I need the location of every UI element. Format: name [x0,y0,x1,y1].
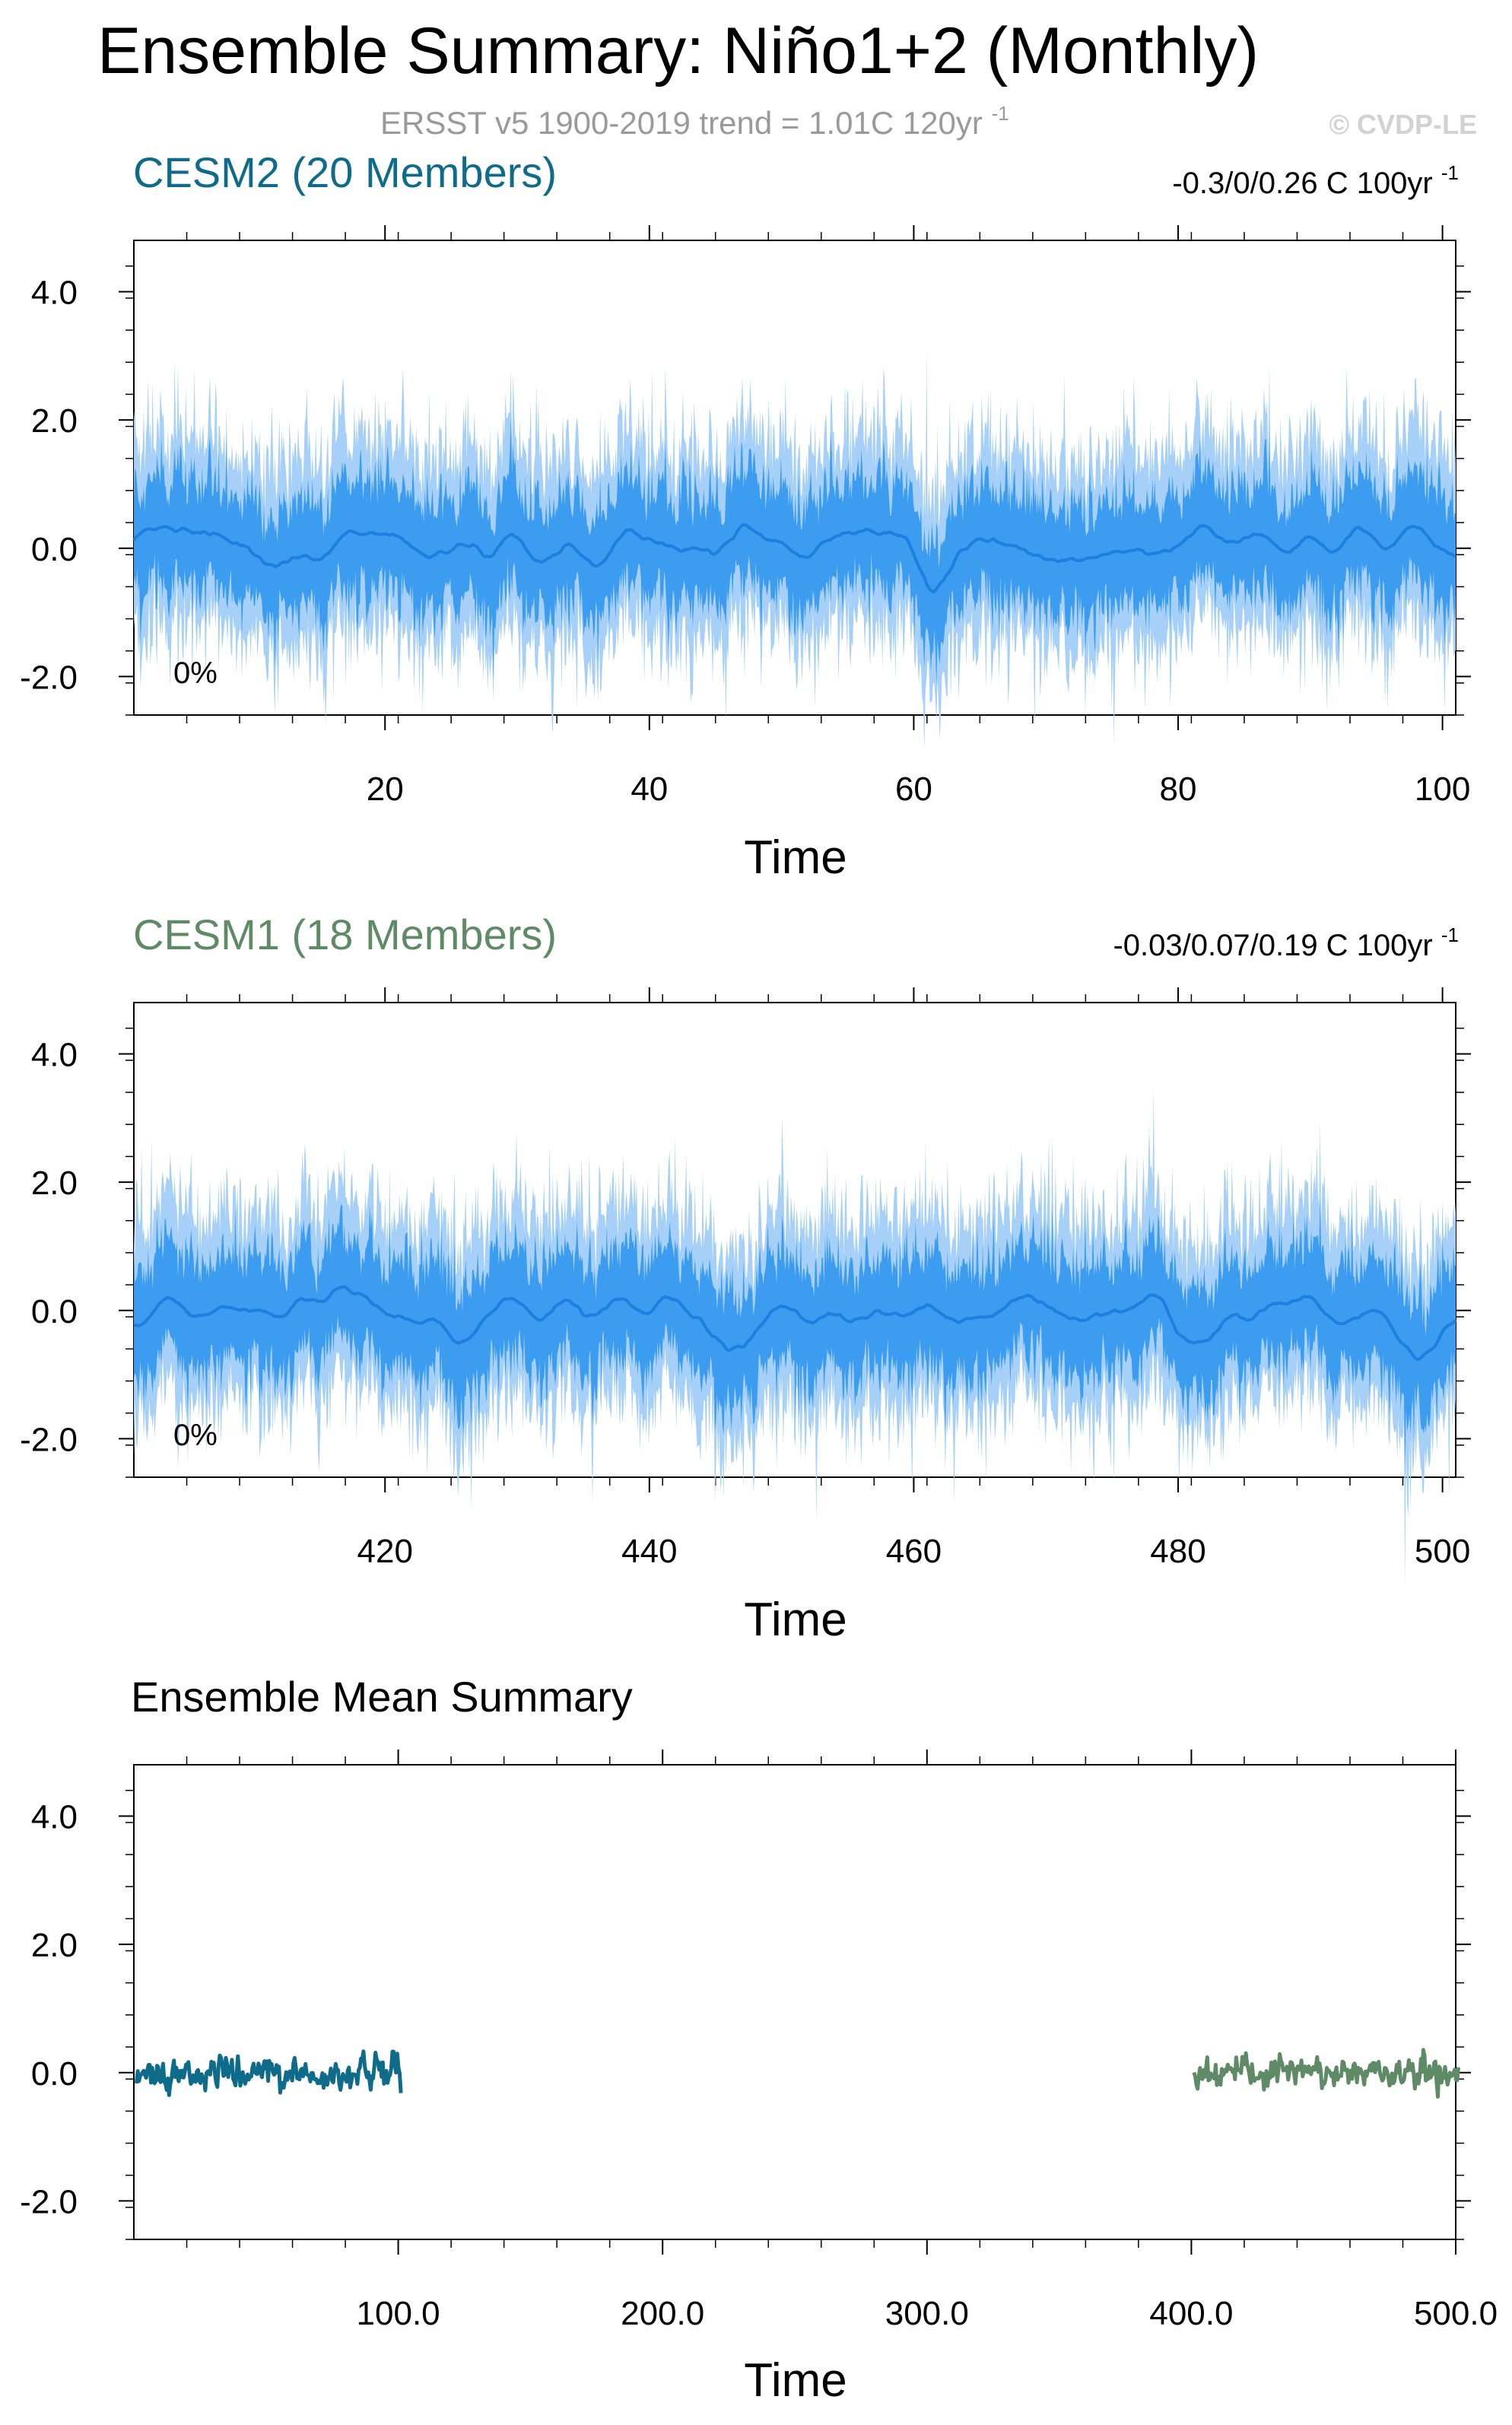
panel1-xtick-label: 40 [631,771,668,808]
panel1-plot: 4.0 2.0 0.0 -2.0 20 40 60 80 100 [20,225,1471,808]
panel2-xtick-label: 500 [1415,1533,1470,1570]
panel1-xtick-label: 80 [1160,771,1197,808]
panel3-axis-frame [133,1764,1456,2240]
panel1-trend: -0.3/0/0.26 C 100yr -1 [1172,161,1459,200]
panel3-series-line-cesm2 [135,2049,403,2097]
panel2-percent: 0% [173,1419,218,1452]
panel2-ytick-label: 2.0 [31,1165,78,1202]
panel3-ytick-label: -2.0 [20,2183,78,2220]
panel1-percent: 0% [173,656,218,690]
panel3-ytick-label: 2.0 [31,1927,78,1964]
panel1-title: CESM2 (20 Members) [133,148,557,196]
panel1-ytick-label: -2.0 [20,659,78,696]
figure-subtitle-superscript: -1 [992,102,1009,125]
panel1-ytick-label: 0.0 [31,531,78,568]
panel3-ytick-label: 0.0 [31,2055,78,2093]
panel1-xtick-label: 100 [1415,771,1470,808]
watermark: © CVDP-LE [1329,109,1477,140]
panel2-ytick-label: 0.0 [31,1293,78,1330]
panel3-series-line-cesm1 [1192,2048,1460,2099]
panel2-trend-main: -0.03/0.07/0.19 C 100yr [1113,929,1432,962]
panel2-xlabel: Time [744,1594,847,1646]
panel2-trend-sup: -1 [1441,923,1459,946]
panel3-xtick-label: 400.0 [1149,2295,1233,2332]
panel1-xtick-label: 20 [367,771,404,808]
panel3-xlabel: Time [744,2354,847,2407]
panel3-ytick-label: 4.0 [31,1798,78,1835]
panel1-trend-main: -0.3/0/0.26 C 100yr [1172,167,1432,200]
panel2-title: CESM1 (18 Members) [133,911,557,958]
panel2-trend: -0.03/0.07/0.19 C 100yr -1 [1113,923,1459,962]
panel3-xtick-label: 200.0 [621,2295,704,2332]
panel3-title: Ensemble Mean Summary [131,1673,633,1721]
figure-subtitle: ERSST v5 1900-2019 trend = 1.01C 120yr -… [380,102,1009,141]
panel1-ensemble-mean-line [132,523,1456,594]
panel1-spread-band [134,415,1456,685]
panel3-plot: 4.0 2.0 0.0 -2.0 100.0 200.0 300.0 400.0 500.0 [20,1750,1498,2332]
panel2-plot: 4.0 2.0 0.0 -2.0 420 440 460 480 500 [20,987,1471,1583]
panel3-xtick-label: 500.0 [1414,2295,1498,2332]
panel2-ensemble-mean-line [133,1285,1457,1362]
panel2-spread-band [134,1198,1456,1469]
figure-title: Ensemble Summary: Niño1+2 (Monthly) [97,14,1259,87]
panel1-ytick-label: 2.0 [31,402,78,440]
panel1-ytick-label: 4.0 [31,274,78,311]
panel2-xtick-label: 460 [886,1533,942,1570]
panel2-xtick-label: 420 [357,1533,413,1570]
panel2-ytick-label: 4.0 [31,1036,78,1073]
panel3-xtick-label: 100.0 [357,2295,440,2332]
panel2-xtick-label: 440 [621,1533,677,1570]
panel1-xlabel: Time [744,831,847,884]
panel1-trend-sup: -1 [1441,161,1459,184]
figure-subtitle-main: ERSST v5 1900-2019 trend = 1.01C 120yr [380,105,983,141]
panel3-xtick-label: 300.0 [885,2295,969,2332]
panel1-xtick-label: 60 [895,771,932,808]
panel2-ytick-label: -2.0 [20,1421,78,1458]
panel2-xtick-label: 480 [1150,1533,1205,1570]
